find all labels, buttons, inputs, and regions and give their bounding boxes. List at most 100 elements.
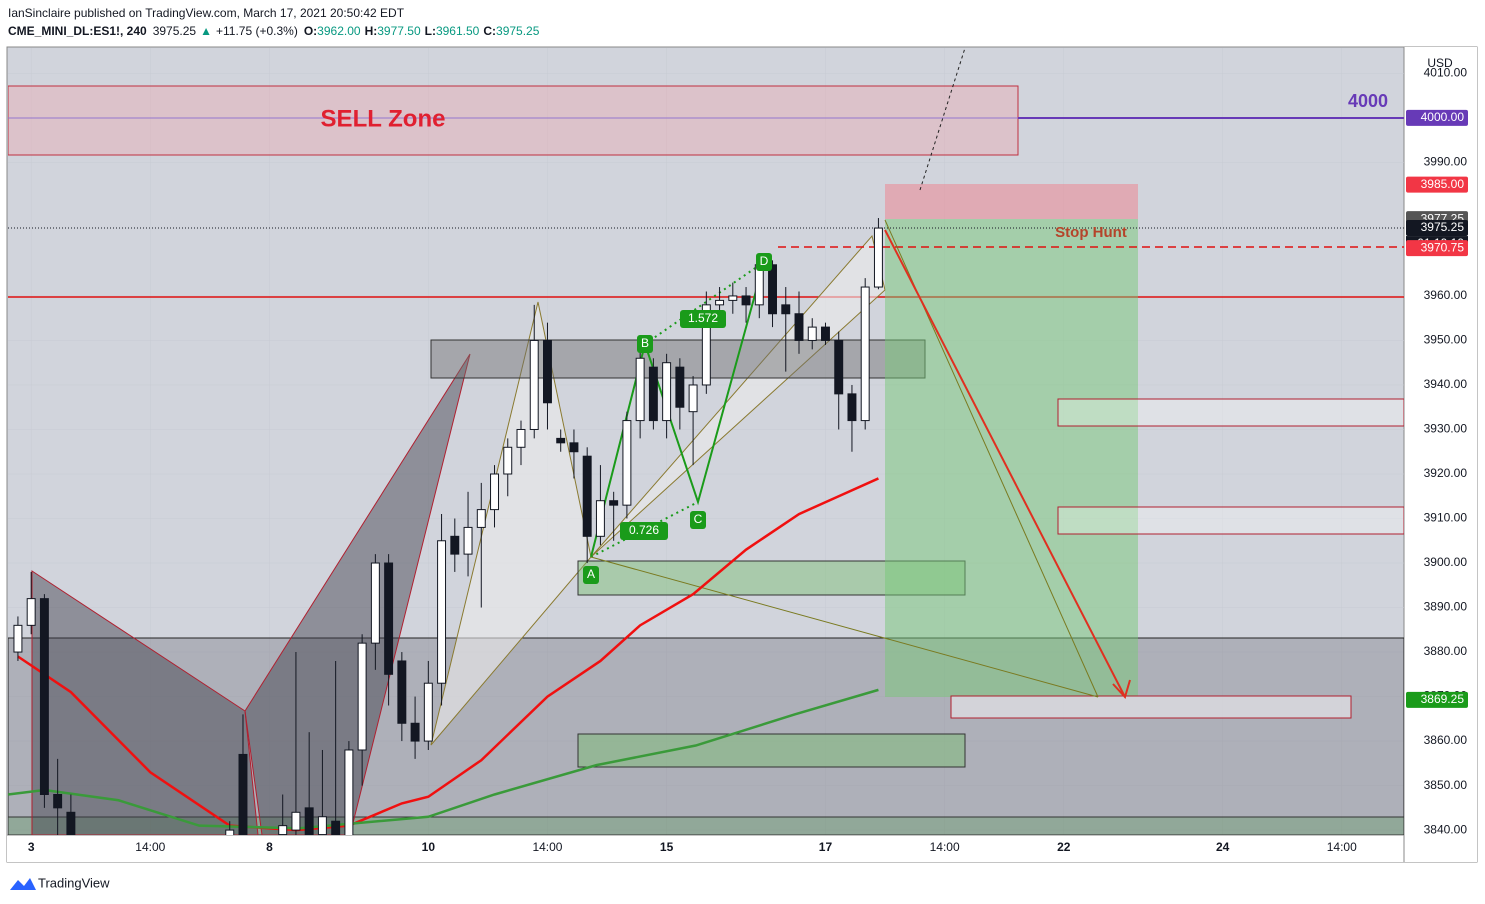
y-tick-label: 3840.00 — [1424, 822, 1468, 836]
candle-body — [542, 339, 552, 404]
candle-body — [13, 624, 23, 653]
y-tick-label: 3940.00 — [1424, 377, 1468, 391]
candle-body — [53, 793, 63, 809]
c-label: C: — [483, 24, 496, 38]
symbol: CME_MINI_DL:ES1!, 240 3975.25 ▲ +11.75 (+0.… — [8, 24, 540, 38]
change: +11.75 (+0.3%) — [216, 24, 298, 38]
y-tick-label: 3950.00 — [1424, 333, 1468, 347]
x-tick-label: 17 — [819, 840, 833, 854]
candle-body — [715, 299, 725, 306]
x-tick-label: 22 — [1057, 840, 1071, 854]
y-tick-label: 3930.00 — [1424, 422, 1468, 436]
candle-body — [728, 295, 738, 301]
price-tag — [1406, 691, 1468, 708]
o: 3962.00 — [317, 24, 361, 38]
badge — [690, 511, 706, 529]
y-tick-label: 3900.00 — [1424, 555, 1468, 569]
badge-label: 1.572 — [688, 311, 718, 325]
x-tick-label: 3 — [28, 840, 35, 854]
candle-body — [357, 642, 367, 751]
candle-body — [873, 227, 883, 288]
arrow — [884, 229, 1126, 698]
y-tick-label: 3890.00 — [1424, 600, 1468, 614]
projection — [590, 556, 1099, 698]
plot — [8, 218, 883, 835]
price-tag-label: 4000.00 — [1421, 110, 1465, 124]
price-tag-label: 3869.25 — [1421, 692, 1465, 706]
badge-label: C — [694, 512, 703, 526]
x-tick-label: 10 — [422, 840, 436, 854]
candle-body — [317, 816, 327, 835]
sell-zone — [8, 85, 1019, 156]
candle-body — [516, 428, 526, 448]
badge — [680, 310, 726, 328]
badge-label: B — [641, 336, 649, 350]
zone — [950, 695, 1352, 719]
candle-body — [490, 473, 499, 511]
candle-body — [503, 446, 513, 475]
badge — [583, 566, 599, 584]
candle-body — [529, 339, 539, 430]
x-tick-label: 14:00 — [1327, 840, 1357, 854]
candle-body — [370, 562, 380, 644]
zone — [577, 733, 966, 768]
candle-body — [437, 540, 447, 684]
candle-body — [66, 811, 76, 835]
projection — [919, 48, 966, 191]
target-box — [885, 219, 1138, 697]
candle-body — [278, 825, 288, 835]
price-tag-label: 3985.00 — [1421, 177, 1465, 191]
footer: TradingView — [10, 875, 110, 890]
candle-body — [781, 304, 791, 315]
candle-body — [768, 264, 777, 315]
y-tick-label: 3990.00 — [1424, 155, 1468, 169]
footer-text: TradingView — [38, 875, 110, 890]
y-tick-label: 3850.00 — [1424, 778, 1468, 792]
candle-body — [688, 384, 698, 413]
badge — [756, 253, 772, 271]
xabcd — [590, 261, 765, 558]
published: IanSinclaire published on TradingView.co… — [8, 6, 405, 20]
h: 3977.50 — [377, 24, 421, 38]
candle-body — [741, 295, 751, 306]
x-tick-label: 14:00 — [135, 840, 165, 854]
candle-body — [595, 500, 605, 537]
h-label: H: — [365, 24, 378, 38]
badge-label: A — [587, 567, 595, 581]
x-tick-label: 14:00 — [930, 840, 960, 854]
arrow-head — [1112, 679, 1131, 699]
badge-label: D — [760, 254, 769, 268]
price-tag-label: 3970.75 — [1421, 240, 1465, 254]
candle-body — [304, 807, 314, 835]
candle-body — [331, 820, 341, 835]
candle-body — [582, 455, 592, 537]
o-label: O: — [304, 24, 317, 38]
candle-body — [410, 722, 420, 742]
x-tick-label: 15 — [660, 840, 674, 854]
y-tick-label: 3960.00 — [1424, 288, 1468, 302]
candle-body — [609, 500, 619, 506]
y-tick-label: 3880.00 — [1424, 644, 1468, 658]
candle-body — [450, 535, 460, 555]
zone — [1057, 398, 1404, 427]
xabcd — [644, 261, 765, 345]
candle-body — [397, 660, 407, 724]
badge — [620, 522, 668, 540]
l-label: L: — [425, 24, 436, 38]
candle-body — [860, 286, 870, 422]
x-tick-label: 24 — [1216, 840, 1230, 854]
badge-label: 0.726 — [629, 523, 659, 537]
moving-average — [17, 477, 879, 832]
candle-body — [39, 598, 49, 795]
candle-body — [384, 562, 394, 675]
candle-body — [569, 442, 579, 453]
y-tick-label: 3910.00 — [1424, 511, 1468, 525]
drawings — [8, 48, 1404, 835]
candle-body — [476, 509, 486, 528]
price-tag — [1406, 220, 1468, 237]
c: 3975.25 — [496, 24, 540, 38]
badge — [637, 335, 653, 353]
annotation: Stop Hunt — [1055, 224, 1127, 241]
y-tick-label: 3920.00 — [1424, 466, 1468, 480]
